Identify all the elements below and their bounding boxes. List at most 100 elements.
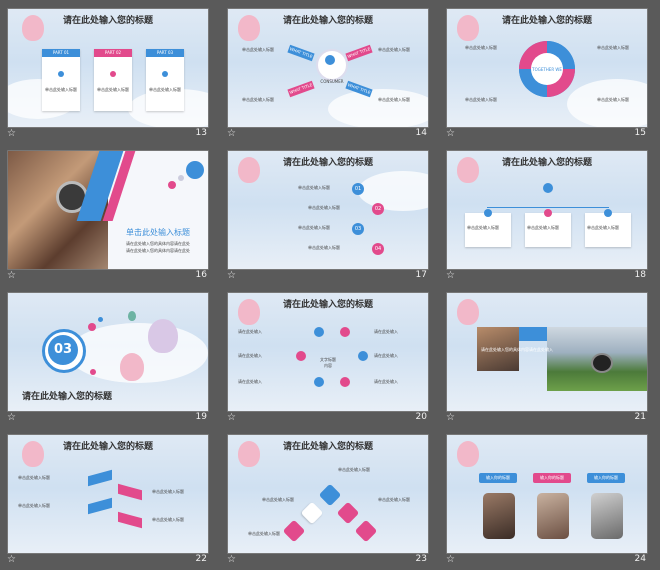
slide-number: 20 [415, 412, 427, 422]
step-badge: 01 [352, 183, 364, 195]
balloon-decoration [457, 299, 479, 325]
slide-thumb-21[interactable]: 点击此处输入标题 请在此处输入您的具体内容请在此处输入 ☆ 21 [443, 289, 648, 424]
decor-dot [88, 323, 96, 331]
slide-title: 请在此处输入您的标题 [62, 16, 153, 26]
node-icon [358, 351, 368, 361]
doc-icon [484, 209, 492, 217]
star-icon[interactable]: ☆ [446, 554, 455, 565]
slide-number: 19 [195, 412, 207, 422]
step-badge: 04 [372, 243, 384, 255]
title-button: 输入你的标题 [533, 473, 571, 483]
slide-thumb-22[interactable]: 请在此处输入您的标题 单击此处输入标题 单击此处输入标题 单击此处输入标题 单击… [4, 431, 209, 566]
section-number: 03 [48, 335, 78, 365]
decor-dot [98, 317, 103, 322]
ring-center [531, 53, 563, 85]
diamond-node [318, 483, 342, 507]
slide-canvas: 请在此处输入您的标题 单击此处输入标题 单击此处输入标题 单击此处输入标题 单击… [227, 434, 429, 554]
text-block: 单击此处输入标题 [378, 97, 410, 102]
star-icon[interactable]: ☆ [446, 128, 455, 139]
text-block: 单击此处输入标题 [262, 497, 294, 502]
balloon-decoration [457, 15, 479, 41]
center-label: TOGETHER WE [532, 67, 562, 72]
slide-title: 请在此处输入您的标题 [62, 442, 153, 452]
node-icon [340, 327, 350, 337]
diamond-node [282, 519, 306, 543]
cloud-decoration [358, 171, 428, 211]
balloon-decoration [120, 353, 144, 381]
star-icon[interactable]: ☆ [7, 554, 16, 565]
balloon-decoration [238, 441, 260, 467]
body-line: 请在此处输入您的具体内容请在此处 [126, 248, 190, 253]
slide-thumb-18[interactable]: 请在此处输入您的标题 单击此处输入标题 单击此处输入标题 单击此处输入标题 ☆ 1… [443, 147, 648, 282]
slide-title: 请在此处输入您的标题 [282, 16, 373, 26]
title-button: 输入你的标题 [479, 473, 517, 483]
slide-canvas: 输入你的标题 输入你的标题 输入你的标题 [446, 434, 648, 554]
slide-thumb-14[interactable]: 请在此处输入您的标题 CONSUMER WHAT TITLE WHAT TITL… [224, 5, 429, 140]
balloon-decoration [238, 15, 260, 41]
card [146, 49, 184, 111]
slide-thumb-20[interactable]: 请在此处输入您的标题 文字标题 内容 请在此处输入 请在此处输入 请在此处输入 … [224, 289, 429, 424]
cloud-decoration [567, 79, 647, 127]
section-heading: 请在此处输入您的标题 [22, 392, 113, 402]
node-label: 请在此处输入 [238, 379, 262, 384]
node-label: 请在此处输入 [238, 353, 262, 358]
slide-canvas: 单击此处输入标题 请在此处输入您的具体内容请在此处 请在此处输入您的具体内容请在… [7, 150, 209, 270]
slide-thumb-23[interactable]: 请在此处输入您的标题 单击此处输入标题 单击此处输入标题 单击此处输入标题 单击… [224, 431, 429, 566]
slide-title: 请在此处输入您的标题 [501, 16, 592, 26]
consumer-circle [316, 49, 348, 81]
slide-thumb-16[interactable]: 单击此处输入标题 请在此处输入您的具体内容请在此处 请在此处输入您的具体内容请在… [4, 147, 209, 282]
node-icon [296, 351, 306, 361]
star-icon[interactable]: ☆ [227, 554, 236, 565]
text-block: 单击此处输入标题 [242, 47, 274, 52]
center-label: CONSUMER [320, 79, 344, 84]
slide-thumb-19[interactable]: 03 请在此处输入您的标题 ☆ 19 [4, 289, 209, 424]
step-text: 单击此处输入标题 [308, 245, 340, 250]
field-photo [547, 327, 647, 391]
text-block: 单击此处输入标题 [338, 467, 370, 472]
slide-canvas: 请在此处输入您的标题 文字标题 内容 请在此处输入 请在此处输入 请在此处输入 … [227, 292, 429, 412]
link-icon [544, 209, 552, 217]
balloon-decoration [148, 319, 178, 353]
ribbon-step [88, 469, 112, 487]
star-icon[interactable]: ☆ [7, 270, 16, 281]
diamond-node [336, 501, 360, 525]
part-label: PART 03 [146, 49, 184, 57]
star-icon[interactable]: ☆ [446, 270, 455, 281]
star-icon[interactable]: ☆ [446, 412, 455, 423]
slide-title: 请在此处输入您的标题 [501, 158, 592, 168]
center-line: 文字标题 [320, 357, 336, 362]
slide-number: 15 [634, 128, 646, 138]
camera-photo [477, 327, 519, 371]
star-icon[interactable]: ☆ [7, 412, 16, 423]
slide-canvas: 点击此处输入标题 请在此处输入您的具体内容请在此处输入 [446, 292, 648, 412]
star-icon[interactable]: ☆ [227, 270, 236, 281]
star-icon[interactable]: ☆ [227, 412, 236, 423]
center-line: 内容 [324, 363, 332, 368]
slide-thumb-13[interactable]: 请在此处输入您的标题 PART 01 PART 02 PART 03 单击此处输… [4, 5, 209, 140]
card-text: 单击此处输入标题 [467, 225, 499, 230]
card-text: 单击此处输入标题 [527, 225, 559, 230]
star-icon[interactable]: ☆ [227, 128, 236, 139]
text-block: 单击此处输入标题 [465, 45, 497, 50]
node-icon [314, 327, 324, 337]
balloon-decoration [457, 157, 479, 183]
slide-thumb-15[interactable]: 请在此处输入您的标题 TOGETHER WE 单击此处输入标题 单击此处输入标题… [443, 5, 648, 140]
balloon-decoration [22, 15, 44, 41]
star-icon[interactable]: ☆ [7, 128, 16, 139]
heading: 单击此处输入标题 [126, 228, 190, 237]
slide-number: 16 [195, 270, 207, 280]
camera-shape [591, 353, 613, 373]
slide-thumb-17[interactable]: 请在此处输入您的标题 01 02 03 04 单击此处输入标题 单击此处输入标题… [224, 147, 429, 282]
node-label: 请在此处输入 [374, 353, 398, 358]
step-badge: 02 [372, 203, 384, 215]
balloon-decoration [238, 157, 260, 183]
decor-dot [178, 175, 184, 181]
chart-icon [543, 183, 553, 193]
slide-thumb-24[interactable]: 输入你的标题 输入你的标题 输入你的标题 ☆ 24 [443, 431, 648, 566]
node-label: 请在此处输入 [374, 329, 398, 334]
arrow-label: WHAT TITLE [345, 44, 373, 62]
step-text: 单击此处输入标题 [18, 475, 50, 480]
card [525, 213, 571, 247]
slide-title: 请在此处输入您的标题 [282, 442, 373, 452]
diamond-node [354, 519, 378, 543]
